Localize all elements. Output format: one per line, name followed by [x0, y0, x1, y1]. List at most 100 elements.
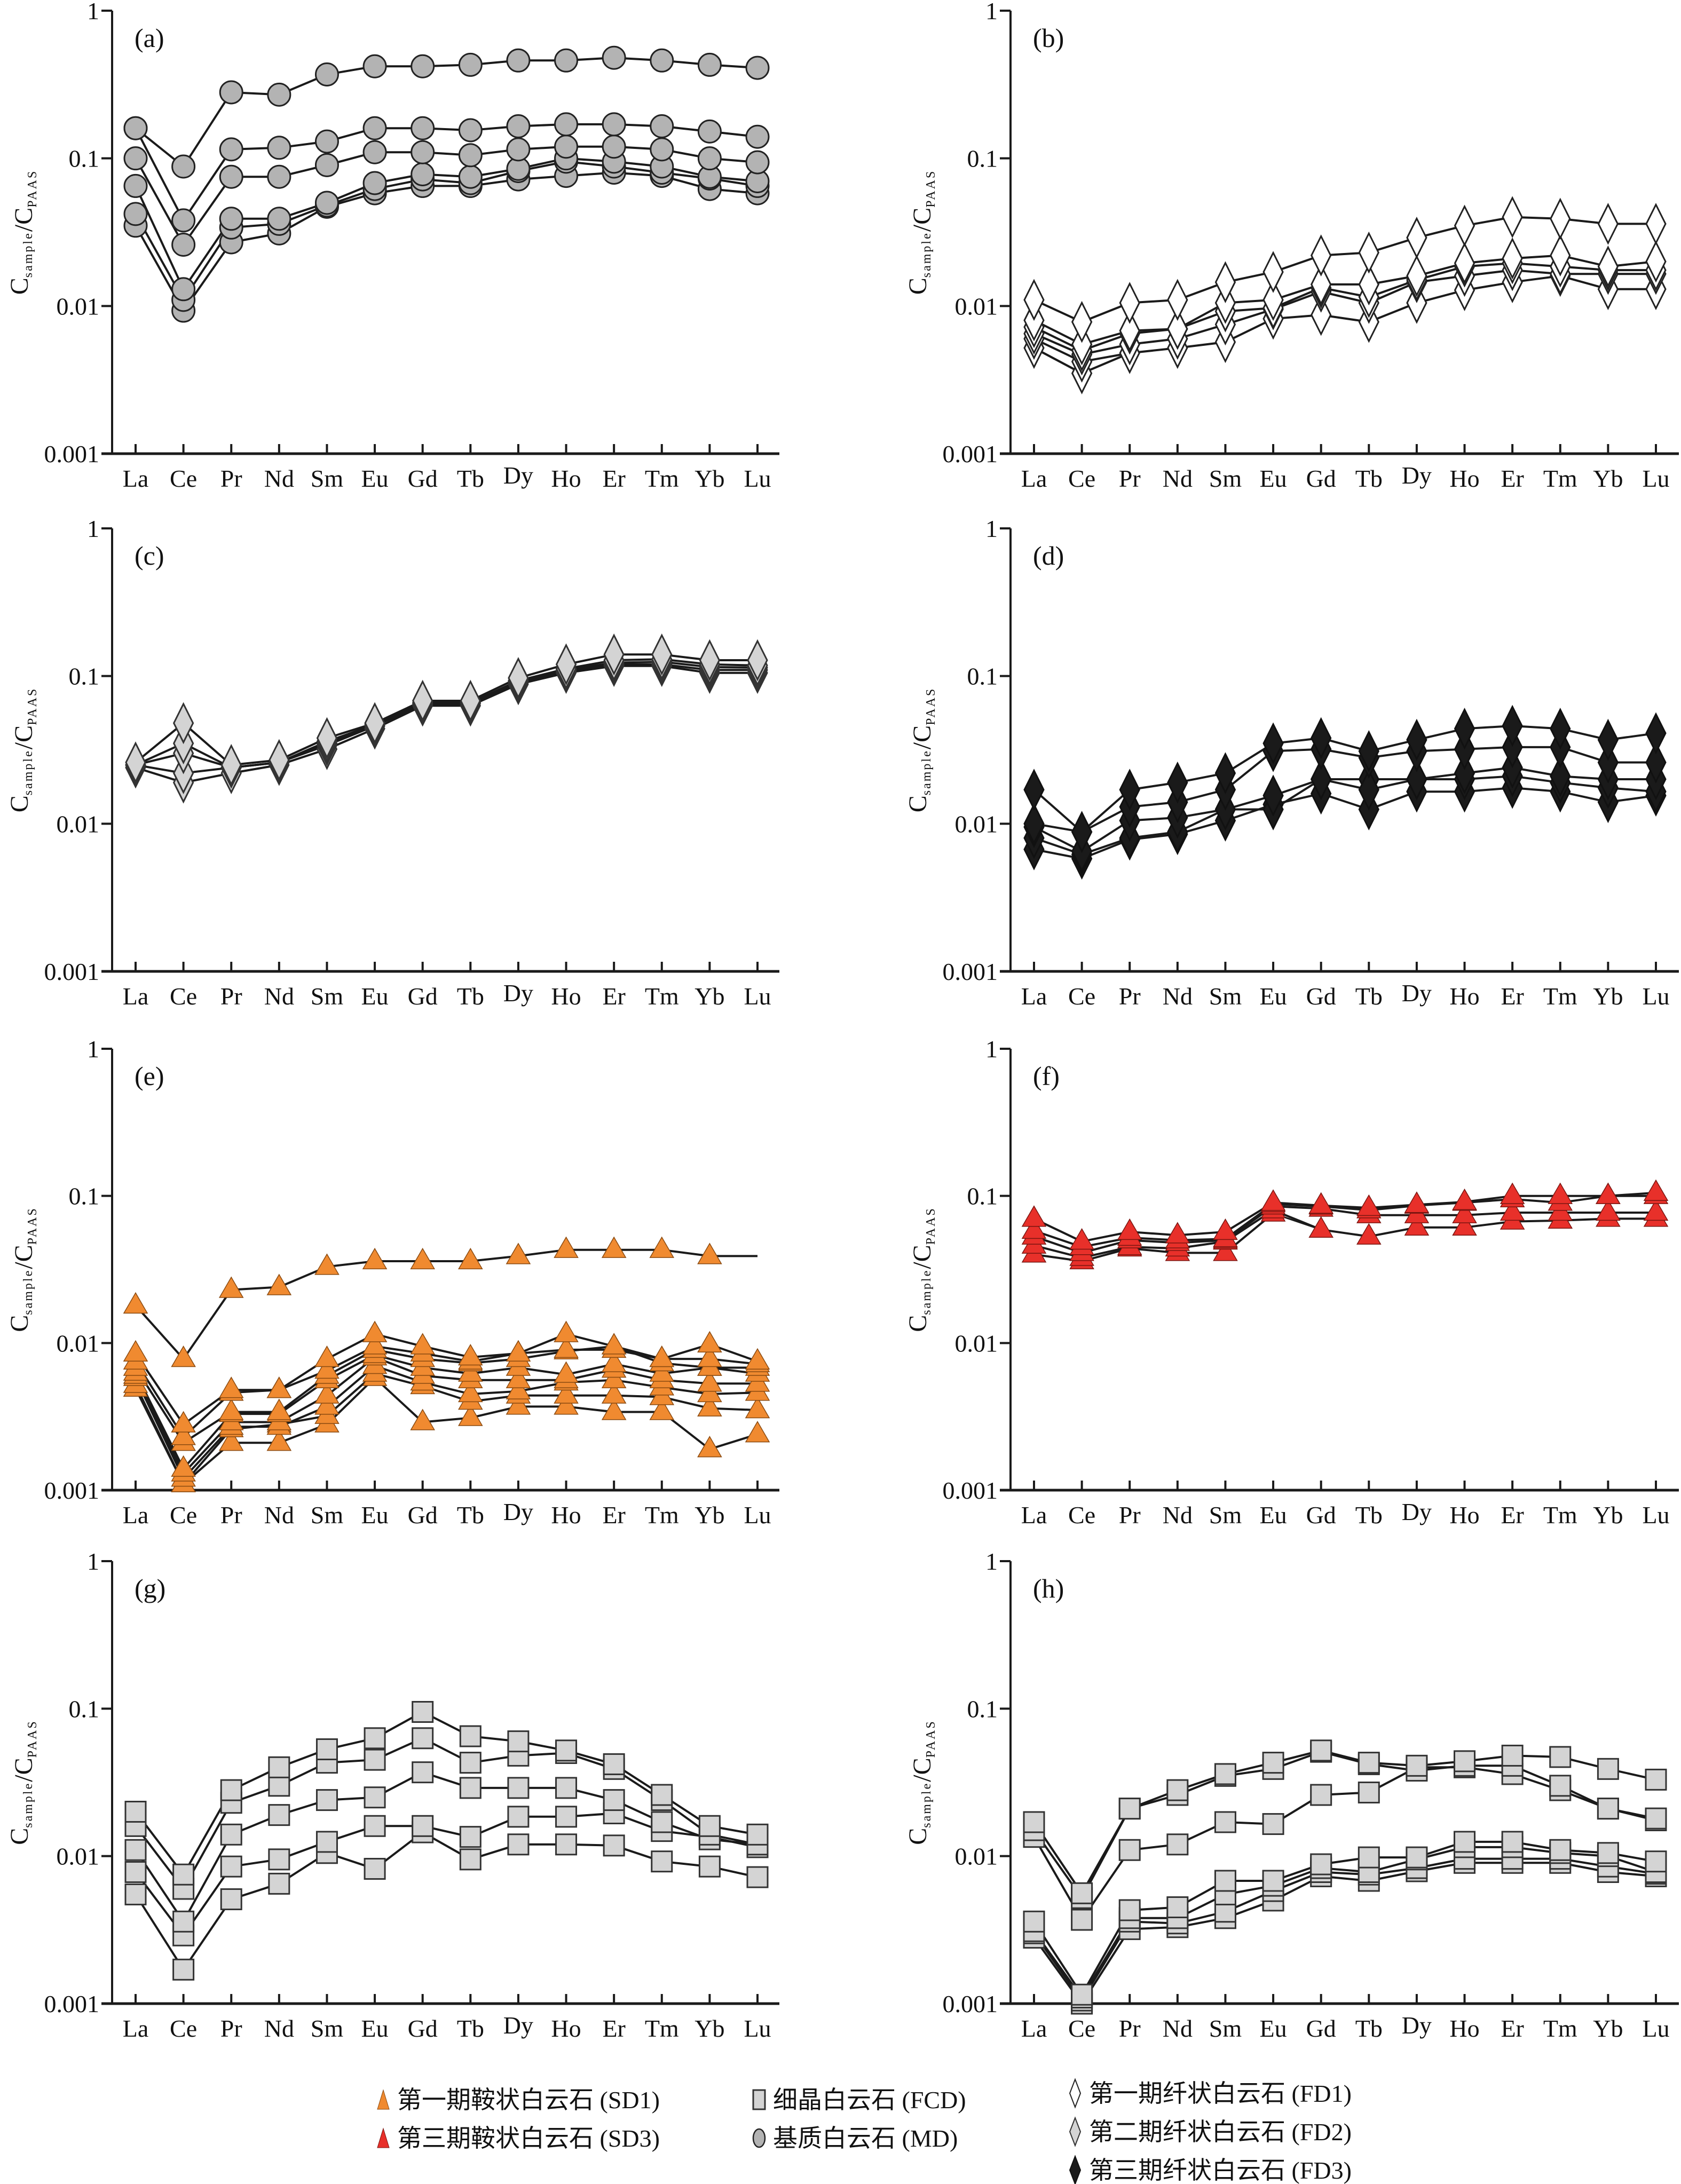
data-point [651, 1850, 673, 1873]
data-point [124, 1800, 147, 1823]
x-tick-label: Ho [551, 983, 581, 1010]
data-point [1071, 1983, 1093, 2006]
x-tick-label: Sm [311, 2015, 344, 2042]
x-tick-label: Ce [170, 2015, 197, 2042]
legend-item-fcd: 细晶白云石 (FCD) [752, 2086, 966, 2114]
y-tick-label: 1 [985, 515, 998, 542]
data-point [603, 633, 625, 676]
data-point [266, 1273, 292, 1295]
x-tick-label: Yb [695, 983, 724, 1010]
data-point [171, 154, 196, 179]
y-axis-label-part: PAAS [26, 687, 40, 725]
x-tick-label: Lu [744, 1501, 771, 1529]
y-axis-label-part: / [10, 742, 38, 749]
data-point [602, 134, 626, 159]
diamond-icon [1069, 2155, 1082, 2184]
data-point [1118, 1798, 1141, 1820]
x-tick-label: Eu [361, 2015, 389, 2042]
data-point [1502, 196, 1523, 239]
data-point [123, 1292, 148, 1314]
data-point [1501, 1831, 1524, 1853]
data-point [1311, 234, 1332, 276]
data-point [1452, 1214, 1477, 1236]
panel-b: 1 0.1 0.01 0.001 La Ce Pr Nd Sm Eu Gd Tb Dy Ho Er Tm Yb L… [904, 0, 1679, 492]
x-tick-label: Ce [170, 465, 197, 492]
y-tick-label: 1 [87, 0, 99, 25]
x-tick-label: La [1021, 983, 1047, 1010]
y-axis-label: Csample/CPAAS [5, 170, 40, 295]
data-point [745, 1421, 770, 1443]
y-axis-label: Csample/CPAAS [904, 170, 938, 295]
y-tick-label: 1 [985, 1548, 998, 1575]
data-point [172, 1863, 195, 1886]
y-axis-label-part: sample [21, 1782, 35, 1828]
x-tick-label: Eu [1260, 983, 1287, 1010]
data-point [1550, 755, 1571, 797]
x-tick-label: Er [1501, 2015, 1524, 2042]
data-point [1023, 279, 1045, 321]
x-tick-label: Tm [645, 983, 679, 1010]
data-point [1166, 1833, 1189, 1856]
data-point [218, 1429, 244, 1451]
data-point [1311, 263, 1332, 306]
data-point [697, 1395, 722, 1417]
data-point [1118, 1839, 1141, 1861]
data-point [1023, 1811, 1045, 1833]
data-point [1548, 1182, 1573, 1204]
legend-label: 第三期鞍状白云石 (SD3) [397, 2125, 660, 2152]
y-tick-label: 0.01 [955, 1843, 998, 1870]
data-point [314, 1253, 340, 1275]
data-point [364, 1815, 386, 1837]
x-tick-label: Yb [1593, 2015, 1623, 2042]
series-markers [125, 633, 768, 804]
x-tick-label: Tb [1355, 983, 1383, 1010]
data-point [315, 1789, 338, 1811]
data-point [219, 207, 243, 231]
data-point [697, 1370, 722, 1392]
data-point [411, 116, 435, 140]
data-point [1550, 707, 1571, 750]
data-point [1454, 1750, 1476, 1772]
x-tick-label: Eu [361, 1501, 389, 1529]
data-point [314, 1346, 340, 1367]
data-point [1262, 1813, 1284, 1835]
data-point [1262, 279, 1284, 321]
x-tick-label: Lu [1642, 1501, 1669, 1529]
x-tick-label: Ce [170, 983, 197, 1010]
x-tick-label: Ce [170, 1501, 197, 1529]
y-axis-label-part: C [10, 1245, 38, 1262]
y-axis-label-part: PAAS [924, 1207, 938, 1245]
x-tick-label: Dy [503, 2012, 533, 2039]
data-point [1406, 718, 1427, 761]
data-point [506, 114, 531, 138]
data-point [410, 1247, 435, 1270]
data-point [459, 1826, 482, 1848]
data-point [554, 112, 579, 137]
x-tick-label: Tb [457, 465, 484, 492]
y-axis-label: Csample/CPAAS [904, 1207, 938, 1332]
data-point [1550, 234, 1571, 276]
panel-c: 1 0.1 0.01 0.001 La Ce Pr Nd Sm Eu Gd Tb Dy Ho Er Tm Yb L… [5, 515, 779, 1010]
data-point [1310, 1853, 1332, 1876]
data-point [1023, 769, 1045, 811]
data-point [267, 207, 291, 231]
data-point [1406, 217, 1427, 259]
data-point [649, 1346, 675, 1367]
x-tick-label: Nd [1163, 1501, 1193, 1529]
data-point [1454, 707, 1475, 750]
data-point [508, 656, 529, 699]
data-point [266, 1398, 292, 1420]
data-point [1597, 718, 1619, 761]
data-point [123, 1340, 148, 1362]
data-point [267, 164, 291, 189]
y-tick-label: 0.01 [57, 1843, 100, 1870]
data-point [362, 171, 387, 195]
x-tick-label: Er [602, 1501, 625, 1529]
y-tick-label: 0.001 [943, 440, 998, 468]
x-tick-label: Ho [551, 465, 581, 492]
y-tick-label: 1 [87, 515, 99, 542]
x-tick-label: Gd [408, 465, 438, 492]
data-point [364, 1748, 386, 1771]
x-tick-label: Ce [1068, 465, 1095, 492]
x-tick-label: Ce [1068, 2015, 1095, 2042]
